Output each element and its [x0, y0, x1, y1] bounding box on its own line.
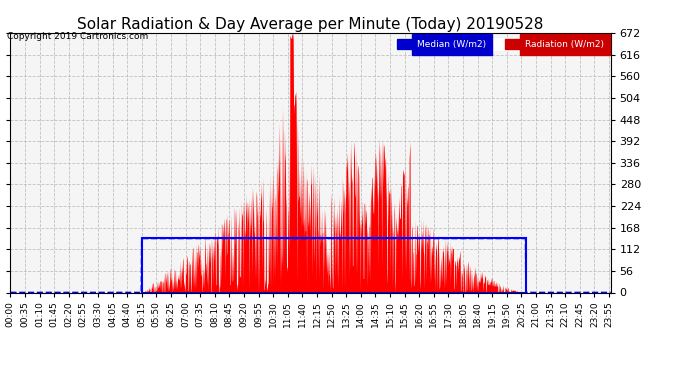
Bar — [141, 238, 526, 292]
Text: Copyright 2019 Cartronics.com: Copyright 2019 Cartronics.com — [7, 32, 148, 41]
Title: Solar Radiation & Day Average per Minute (Today) 20190528: Solar Radiation & Day Average per Minute… — [77, 17, 544, 32]
Legend: Median (W/m2), Radiation (W/m2): Median (W/m2), Radiation (W/m2) — [395, 38, 606, 51]
